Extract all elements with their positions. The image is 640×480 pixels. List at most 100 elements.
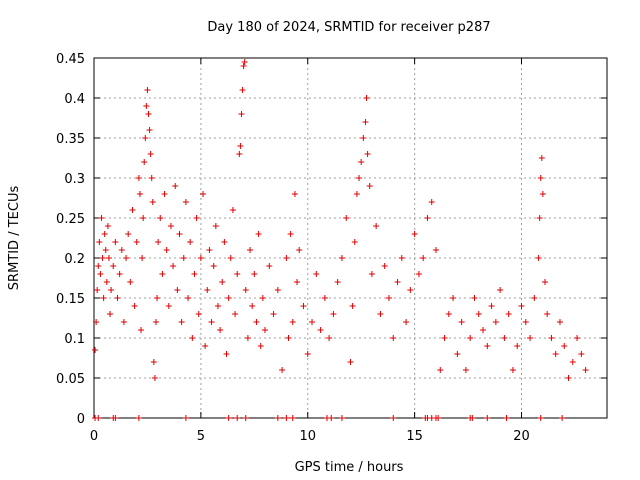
data-point (503, 415, 510, 421)
data-point (212, 223, 219, 229)
data-point (149, 199, 156, 205)
data-point (437, 367, 444, 373)
y-tick-label: 0.1 (64, 332, 85, 347)
data-point (97, 271, 104, 277)
data-point (147, 151, 154, 157)
data-point (242, 287, 249, 293)
y-tick-label: 0.35 (56, 132, 85, 147)
data-point (98, 215, 105, 221)
data-point (182, 415, 189, 421)
data-point (148, 175, 155, 181)
data-point (145, 111, 152, 117)
data-point (381, 263, 388, 269)
data-point (338, 255, 345, 261)
data-point (154, 295, 161, 301)
data-point (539, 191, 546, 197)
data-point (219, 279, 226, 285)
data-point (501, 335, 508, 341)
x-tick-label: 15 (406, 429, 423, 444)
data-point (544, 311, 551, 317)
data-point (433, 247, 439, 253)
chart-title: Day 180 of 2024, SRMTID for receiver p28… (207, 20, 490, 35)
data-point (206, 247, 213, 253)
data-point (450, 295, 457, 301)
data-point (415, 271, 422, 277)
data-point (193, 215, 200, 221)
data-point (221, 239, 228, 245)
data-point (127, 279, 134, 285)
data-point (373, 223, 380, 229)
data-point (174, 287, 181, 293)
data-point (100, 295, 107, 301)
data-point (141, 159, 148, 165)
data-point (172, 183, 179, 189)
data-point (101, 231, 108, 237)
y-tick-label: 0.45 (56, 52, 85, 67)
data-point (161, 191, 168, 197)
data-point (151, 375, 158, 381)
x-tick-label: 5 (197, 429, 205, 444)
data-point (191, 271, 198, 277)
data-point (150, 359, 157, 365)
data-point (535, 255, 542, 261)
data-point (187, 239, 194, 245)
data-point (469, 415, 476, 421)
data-point (285, 335, 292, 341)
data-point (385, 295, 392, 301)
data-point (287, 231, 294, 237)
data-point (326, 335, 333, 341)
data-point (103, 279, 110, 285)
data-point (180, 255, 187, 261)
data-point (484, 415, 491, 421)
data-point (242, 415, 249, 421)
y-tick-label: 0.15 (56, 292, 85, 307)
data-point (241, 59, 248, 65)
data-point (229, 207, 236, 213)
data-point (435, 415, 442, 421)
data-point (251, 271, 258, 277)
data-point (420, 255, 427, 261)
data-point (237, 143, 244, 149)
data-point (146, 127, 153, 133)
data-point (240, 63, 247, 69)
data-point (274, 287, 281, 293)
data-point (136, 191, 143, 197)
data-point (96, 239, 103, 245)
data-point (338, 415, 345, 421)
x-tick-label: 10 (299, 429, 316, 444)
data-point (428, 199, 435, 205)
data-point (497, 287, 504, 293)
data-point (144, 87, 151, 93)
data-point (140, 215, 147, 221)
data-point (114, 295, 121, 301)
data-point (210, 263, 217, 269)
data-point (120, 319, 127, 325)
data-point (467, 335, 474, 341)
data-point (360, 135, 367, 141)
data-point (289, 415, 296, 421)
data-point (157, 215, 164, 221)
x-axis-label: GPS time / hours (295, 460, 404, 475)
data-point (514, 343, 521, 349)
data-point (363, 95, 370, 101)
data-point (152, 319, 159, 325)
data-point (234, 271, 241, 277)
data-points (92, 59, 589, 421)
data-point (95, 415, 102, 421)
data-point (537, 415, 544, 421)
data-point (92, 347, 99, 353)
data-point (176, 231, 183, 237)
data-point (159, 271, 166, 277)
data-point (394, 279, 401, 285)
data-point (123, 255, 130, 261)
data-point (110, 263, 117, 269)
data-point (262, 327, 268, 333)
data-point (390, 415, 397, 421)
data-point (559, 415, 566, 421)
data-point (561, 343, 568, 349)
data-point (441, 335, 448, 341)
data-point (330, 311, 337, 317)
grid (94, 58, 607, 418)
data-point (578, 351, 585, 357)
data-point (266, 263, 273, 269)
